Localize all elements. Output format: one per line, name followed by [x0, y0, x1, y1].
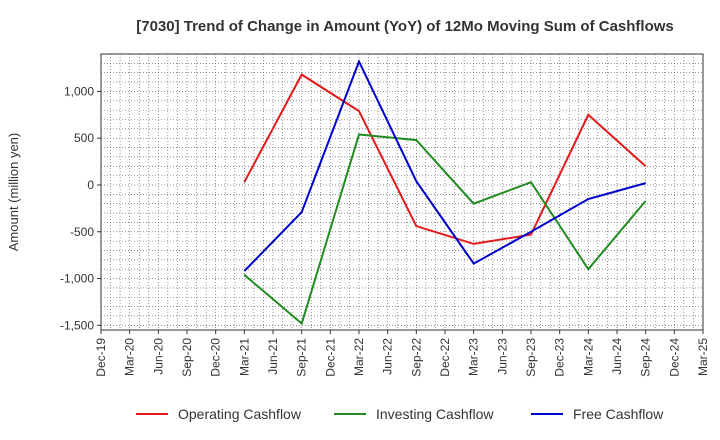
x-tick-label: Mar-20 [123, 338, 137, 376]
x-tick-label: Mar-22 [352, 338, 366, 376]
x-tick-label: Jun-23 [495, 338, 509, 375]
y-axis-label: Amount (million yen) [6, 133, 21, 252]
x-tick-label: Sep-22 [409, 338, 423, 377]
x-tick-label: Jun-20 [151, 338, 165, 375]
x-tick-label: Sep-21 [295, 338, 309, 377]
x-tick-label: Dec-21 [323, 338, 337, 377]
x-tick-label: Mar-21 [237, 338, 251, 376]
y-tick-label: 500 [74, 131, 94, 145]
y-tick-label: -1,000 [60, 272, 94, 286]
y-tick-label: 0 [87, 178, 94, 192]
x-tick-label: Sep-23 [524, 338, 538, 377]
series-line [243, 73, 647, 245]
y-tick-label: -500 [70, 225, 94, 239]
series-line [243, 58, 646, 272]
series-line [243, 133, 647, 326]
grid-lines [100, 53, 704, 330]
y-tick-labels: 1,000 500 0 -500 -1,000 -1,500 [60, 84, 101, 332]
x-tick-label: Mar-25 [696, 338, 710, 376]
legend: Operating Cashflow Investing Cashflow Free… [136, 406, 664, 422]
x-tick-label: Mar-24 [581, 338, 595, 376]
x-tick-label: Dec-19 [94, 338, 108, 377]
x-tick-label: Sep-20 [180, 338, 194, 377]
legend-label: Operating Cashflow [178, 406, 302, 422]
x-tick-label: Dec-24 [667, 338, 681, 377]
y-tick-label: -1,500 [60, 318, 94, 332]
plot-frame [100, 53, 704, 331]
x-tick-label: Dec-23 [553, 338, 567, 377]
chart-title: [7030] Trend of Change in Amount (YoY) o… [136, 18, 674, 35]
y-tick-label: 1,000 [64, 84, 94, 98]
x-tick-label: Dec-22 [438, 338, 452, 377]
legend-label: Free Cashflow [573, 406, 664, 422]
x-tick-label: Jun-21 [266, 338, 280, 375]
x-tick-label: Jun-22 [381, 338, 395, 375]
x-tick-label: Jun-24 [610, 338, 624, 375]
legend-label: Investing Cashflow [376, 406, 494, 422]
series-lines [243, 58, 647, 326]
x-tick-label: Dec-20 [209, 338, 223, 377]
x-tick-label: Mar-23 [467, 338, 481, 376]
plot-border [100, 53, 704, 331]
x-tick-label: Sep-24 [639, 338, 653, 377]
x-tick-labels: Dec-19 Mar-20 Jun-20 Sep-20 Dec-20 Mar-21 Jun-… [94, 330, 710, 377]
